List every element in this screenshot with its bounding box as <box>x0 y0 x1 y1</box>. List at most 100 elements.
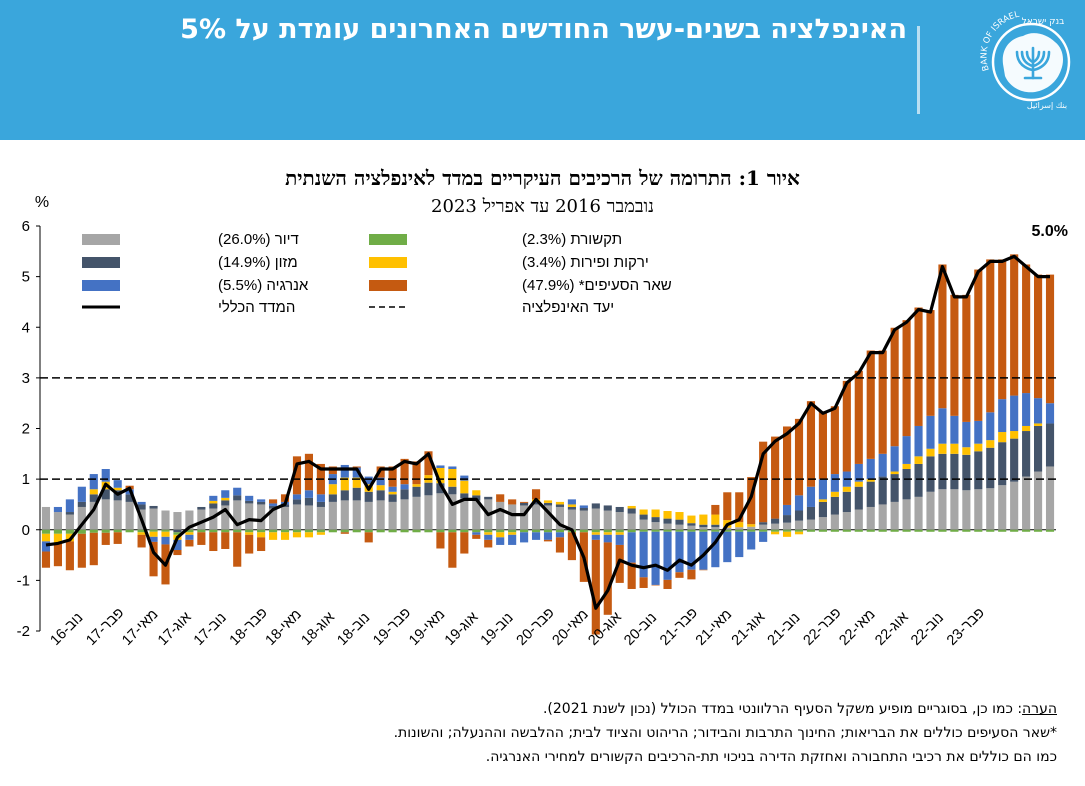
bar-housing <box>89 501 98 530</box>
bar-other <box>364 532 373 543</box>
bar-veg <box>926 448 935 457</box>
legend-swatch-energy <box>82 280 120 291</box>
bar-comm <box>1034 529 1043 532</box>
bar-other <box>723 492 732 521</box>
bar-energy <box>974 420 983 444</box>
bar-housing <box>508 504 517 530</box>
bar-energy <box>926 415 935 449</box>
bar-food <box>627 508 636 514</box>
bar-comm <box>866 529 875 532</box>
note-label: הערה <box>1022 701 1057 717</box>
bar-food <box>484 496 493 500</box>
x-tick-label: פבר-22 <box>801 605 845 649</box>
bar-comm <box>675 529 684 532</box>
bar-other <box>520 501 529 503</box>
bar-comm <box>125 529 134 533</box>
bar-housing <box>400 499 409 530</box>
bar-food <box>711 524 720 528</box>
bar-food <box>986 447 995 489</box>
bar-other <box>1034 274 1043 399</box>
bar-other <box>137 534 146 548</box>
bar-housing <box>1034 471 1043 530</box>
bar-food <box>65 512 74 515</box>
header-banner: האינפלציה בשנים-עשר החודשים האחרונים עומ… <box>0 0 1085 140</box>
bar-food <box>974 451 983 490</box>
bar-comm <box>615 529 624 533</box>
x-tick-label: נוב-17 <box>191 610 230 649</box>
bar-housing <box>723 527 732 530</box>
bar-housing <box>687 525 696 530</box>
bar-energy <box>603 534 612 543</box>
bar-veg <box>830 491 839 497</box>
bar-comm <box>436 529 445 533</box>
bar-food <box>902 469 911 500</box>
bar-other <box>747 477 756 525</box>
bar-housing <box>675 524 684 530</box>
bar-other <box>53 543 62 567</box>
bar-housing <box>699 527 708 530</box>
bar-food <box>89 494 98 502</box>
bar-energy <box>388 486 397 492</box>
bar-energy <box>233 487 242 496</box>
bar-veg <box>699 514 708 525</box>
bar-housing <box>173 512 182 530</box>
bar-housing <box>615 512 624 530</box>
bar-other <box>149 541 158 577</box>
bar-comm <box>185 529 194 533</box>
bar-food <box>890 474 899 502</box>
bar-housing <box>902 499 911 530</box>
bar-other <box>304 453 314 491</box>
bar-housing <box>579 510 588 530</box>
bar-food <box>173 529 182 533</box>
bar-housing <box>41 506 51 530</box>
bar-other <box>400 458 409 485</box>
bar-comm <box>1010 529 1019 532</box>
x-tick-label: נוב-22 <box>908 610 947 649</box>
bar-housing <box>316 506 325 530</box>
bar-comm <box>400 529 409 533</box>
bar-food <box>555 504 565 507</box>
bar-comm <box>388 529 397 533</box>
bar-comm <box>747 529 756 532</box>
bar-comm <box>890 529 899 532</box>
bar-energy <box>699 531 708 570</box>
bar-comm <box>555 529 565 533</box>
bar-veg <box>436 467 445 484</box>
bar-food <box>699 524 708 528</box>
bar-other <box>448 532 457 568</box>
bar-energy <box>221 490 230 498</box>
bar-other <box>269 499 278 504</box>
bar-housing <box>1045 466 1055 530</box>
bar-other <box>687 569 696 580</box>
bar-housing <box>364 501 373 530</box>
bar-comm <box>520 529 529 533</box>
bar-comm <box>914 529 923 532</box>
bar-other <box>1010 254 1019 396</box>
bar-energy <box>520 532 529 543</box>
bar-other <box>197 532 206 545</box>
bar-food <box>269 505 278 509</box>
bar-veg <box>615 532 624 535</box>
bar-comm <box>292 529 302 533</box>
bar-other <box>352 466 361 468</box>
bar-veg <box>998 432 1007 443</box>
y-tick-label: -2 <box>17 623 30 640</box>
bar-other <box>209 532 218 552</box>
bar-veg <box>472 490 481 496</box>
bar-comm <box>101 529 110 533</box>
bar-other <box>1045 274 1055 404</box>
bar-comm <box>854 529 863 532</box>
bar-veg <box>209 500 218 504</box>
bar-housing <box>304 505 314 530</box>
bar-energy <box>161 536 170 545</box>
bar-other <box>830 406 839 475</box>
bar-housing <box>257 504 266 530</box>
chart-subtitle: נובמבר 2016 עד אפריל 2023 <box>431 196 654 217</box>
legend-swatch-food <box>82 257 120 268</box>
bar-food <box>292 499 302 505</box>
bar-other <box>567 532 576 561</box>
x-tick-label: אוג-19 <box>442 609 482 649</box>
bar-food <box>543 502 553 506</box>
bar-veg <box>412 484 421 487</box>
bar-comm <box>759 529 768 532</box>
